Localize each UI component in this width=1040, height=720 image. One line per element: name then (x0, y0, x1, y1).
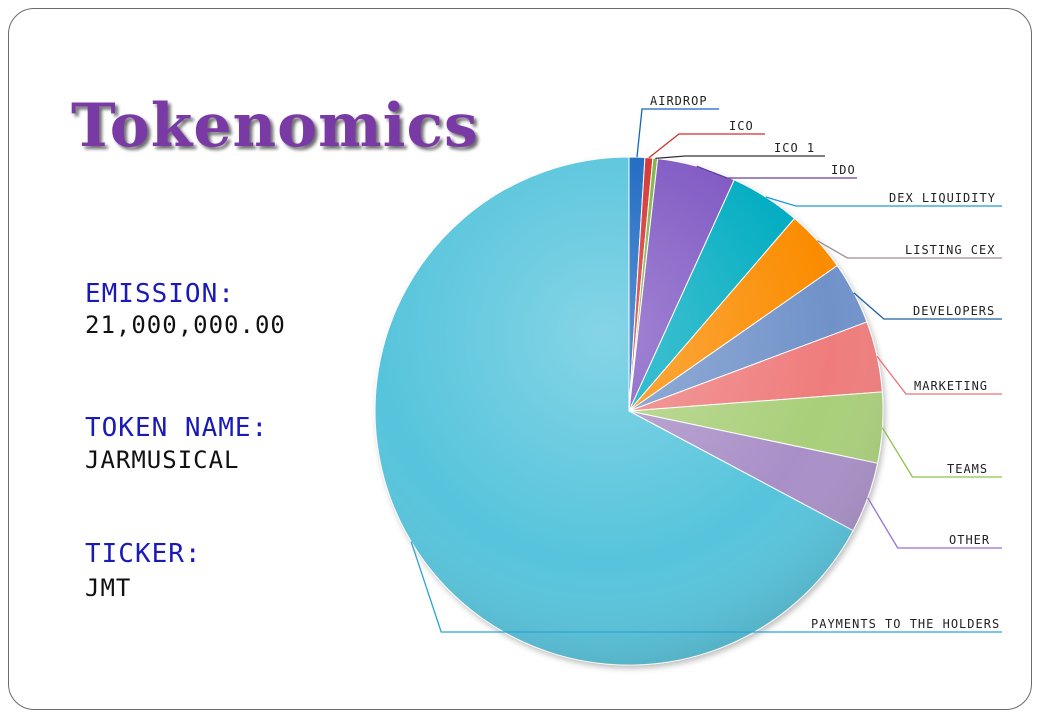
tokenomics-pie-chart: AIRDROP ICO ICO 1 IDO DEX LIQUIDITY LISTING C… (374, 94, 1002, 666)
slice-label-other: OTHER (949, 533, 990, 547)
slide-title: Tokenomics (71, 91, 479, 161)
slice-label-payments-to-the-holders: PAYMENTS TO THE HOLDERS (811, 617, 1000, 631)
leader-line-marketing (876, 355, 1002, 395)
slice-label-teams: TEAMS (947, 462, 988, 476)
slice-label-airdrop: AIRDROP (650, 94, 708, 108)
leader-line-teams (881, 427, 1002, 478)
ticker-label: TICKER: (85, 539, 202, 569)
slice-label-listing-cex: LISTING CEX (905, 243, 995, 257)
slice-label-ico-1: ICO 1 (774, 141, 815, 155)
leader-line-other (867, 497, 1002, 549)
slice-label-marketing: MARKETING (914, 379, 988, 393)
slice-label-dex-liquidity: DEX LIQUIDITY (889, 191, 996, 205)
leader-line-airdrop (636, 108, 719, 158)
slice-label-ido: IDO (831, 163, 856, 177)
emission-value: 21,000,000.00 (85, 311, 286, 339)
slice-label-developers: DEVELOPERS (913, 304, 995, 318)
slice-label-ico: ICO (729, 119, 754, 133)
leader-line-ido (696, 165, 857, 179)
leader-line-dex-liquidity (765, 196, 1002, 207)
token-name-value: JARMUSICAL (85, 446, 240, 474)
leader-line-developers (853, 292, 1002, 320)
leader-line-ico-1 (655, 155, 825, 160)
token-name-label: TOKEN NAME: (85, 413, 269, 443)
emission-label: EMISSION: (85, 279, 235, 309)
leader-line-payments-to-the-holders (410, 541, 1002, 633)
slide-frame: Tokenomics EMISSION: 21,000,000.00 TOKEN… (8, 8, 1032, 710)
leader-line-ico (648, 133, 765, 159)
leader-line-listing-cex (817, 240, 1002, 259)
ticker-value: JMT (85, 574, 132, 602)
